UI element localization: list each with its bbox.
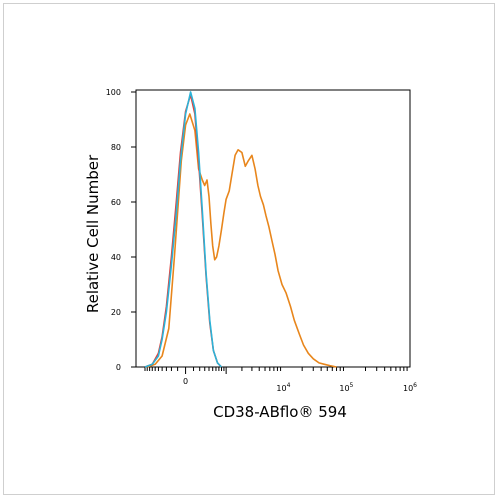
x-tick-label: 104 xyxy=(276,382,290,393)
y-tick-label: 60 xyxy=(111,198,121,207)
axes xyxy=(135,89,411,368)
y-tick-label: 80 xyxy=(111,143,121,152)
series-lines xyxy=(144,91,337,368)
x-tick-label: 0 xyxy=(183,377,188,386)
y-tick-label: 20 xyxy=(111,308,121,317)
figure-frame xyxy=(3,3,495,495)
plot-border xyxy=(135,89,411,368)
series-line-3 xyxy=(144,91,223,368)
y-tick-label: 100 xyxy=(106,88,121,97)
tick-marks xyxy=(131,91,408,374)
x-tick-label: 106 xyxy=(403,382,417,393)
x-tick-label: 105 xyxy=(339,382,353,393)
y-tick-label: 40 xyxy=(111,253,121,262)
y-axis-title: Relative Cell Number xyxy=(84,154,102,313)
tick-labels: 0 20 40 60 80 100 0 104 105 106 xyxy=(106,88,417,393)
y-tick-label: 0 xyxy=(116,363,121,372)
series-line-1 xyxy=(146,113,337,368)
x-axis-title: CD38-ABflo® 594 xyxy=(213,403,347,421)
